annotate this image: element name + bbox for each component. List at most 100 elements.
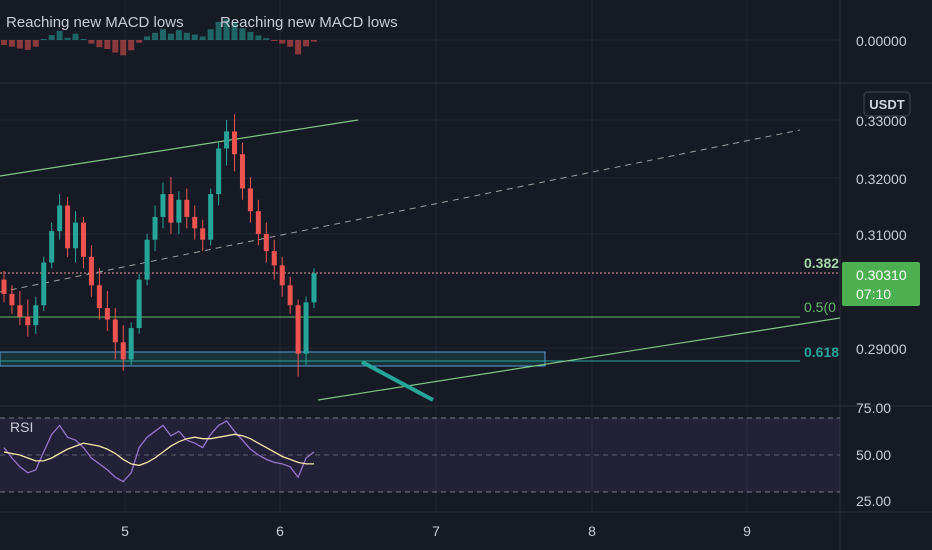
- candle-body: [96, 285, 102, 309]
- macd-bar: [152, 32, 159, 40]
- macd-bar: [207, 29, 214, 40]
- macd-bar: [56, 31, 63, 40]
- vertical-grid: [124, 0, 748, 512]
- macd-bar: [128, 40, 135, 51]
- macd-bar: [32, 40, 39, 47]
- macd-bar: [40, 39, 47, 40]
- macd-bar: [112, 40, 119, 53]
- candle-body: [112, 319, 118, 343]
- macd-bar: [215, 22, 222, 40]
- support-zone-box[interactable]: [0, 351, 546, 367]
- currency-badge[interactable]: [863, 91, 911, 117]
- price-tick-0290: 0.29000: [856, 341, 907, 357]
- candle-body: [208, 194, 214, 240]
- candle-body: [33, 305, 39, 326]
- candle-body: [9, 293, 15, 306]
- macd-bar: [255, 35, 262, 40]
- macd-bar: [136, 40, 143, 43]
- macd-bar: [247, 31, 254, 40]
- macd-bar: [287, 40, 294, 47]
- currency-badge-label: USDT: [869, 97, 904, 112]
- candle-body: [144, 239, 150, 280]
- candle-body: [104, 308, 110, 320]
- candle-body: [80, 222, 86, 257]
- candle-body: [295, 305, 301, 354]
- candles: [1, 114, 317, 377]
- candle-body: [73, 222, 79, 249]
- macd-bar: [24, 40, 31, 50]
- macd-bar: [48, 35, 55, 40]
- candle-body: [311, 273, 317, 303]
- macd-bar: [8, 40, 15, 47]
- time-tick-6: 6: [276, 523, 284, 539]
- macd-bar: [191, 34, 198, 40]
- time-tick-5: 5: [121, 523, 129, 539]
- fib-label-05: 0.5(0: [804, 299, 836, 315]
- rsi-label[interactable]: RSI: [10, 419, 33, 435]
- candle-body: [224, 131, 230, 149]
- macd-bar: [96, 40, 103, 48]
- price-tick-0320: 0.32000: [856, 171, 907, 187]
- macd-bar: [303, 40, 310, 47]
- rsi-tick-50: 50.00: [856, 447, 891, 463]
- bar-countdown: 07:10: [856, 286, 891, 302]
- macd-axis-tick: 0.00000: [856, 33, 907, 49]
- price-tick-0330: 0.33000: [856, 113, 907, 129]
- fib-label-0618: 0.618: [804, 344, 839, 360]
- candle-body: [88, 256, 94, 286]
- candle-body: [239, 154, 245, 189]
- macd-bar: [120, 40, 127, 56]
- candle-body: [49, 231, 55, 263]
- candle-body: [17, 305, 23, 317]
- macd-bar: [80, 39, 87, 40]
- macd-bar: [279, 40, 286, 44]
- macd-bar: [1, 40, 7, 45]
- macd-bar: [72, 33, 79, 40]
- macd-bar: [16, 40, 23, 49]
- candle-body: [247, 188, 253, 212]
- rsi-tick-25: 25.00: [856, 493, 891, 509]
- candle-body: [1, 279, 7, 294]
- candle-body: [232, 131, 238, 155]
- macd-bar: [64, 37, 71, 40]
- indicator-title-right[interactable]: Reaching new MACD lows: [220, 14, 398, 31]
- macd-bar: [311, 40, 317, 42]
- macd-histogram: [1, 19, 317, 56]
- macd-bar: [175, 30, 182, 40]
- macd-bar: [183, 32, 190, 40]
- candle-body: [192, 216, 198, 229]
- candle-body: [287, 285, 293, 306]
- candle-body: [279, 265, 285, 286]
- channel-upper-line[interactable]: [0, 119, 359, 177]
- candle-body: [152, 216, 158, 240]
- candle-body: [303, 302, 309, 354]
- time-tick-9: 9: [743, 523, 751, 539]
- candle-body: [128, 328, 134, 360]
- current-price-badge: [842, 262, 920, 306]
- candle-body: [255, 211, 261, 234]
- candle-body: [136, 279, 142, 329]
- macd-bar: [199, 36, 206, 40]
- price-tick-0310: 0.31000: [856, 227, 907, 243]
- candle-body: [184, 199, 190, 217]
- current-price-value: 0.30310: [856, 267, 907, 283]
- macd-bar: [239, 28, 246, 40]
- macd-bar: [271, 40, 278, 41]
- macd-bar: [223, 19, 230, 40]
- indicator-title-left[interactable]: Reaching new MACD lows: [6, 14, 184, 31]
- macd-bar: [159, 29, 166, 40]
- candle-body: [176, 199, 182, 223]
- candle-body: [160, 194, 166, 217]
- macd-bar: [167, 33, 174, 40]
- projection-arrow-line[interactable]: [361, 360, 434, 402]
- fib-label-0382: 0.382: [804, 255, 839, 271]
- candle-body: [65, 205, 71, 249]
- channel-mid-dashed-line[interactable]: [0, 129, 801, 293]
- time-tick-8: 8: [588, 523, 596, 539]
- candle-body: [120, 342, 126, 360]
- macd-bar: [231, 22, 238, 40]
- macd-bar: [295, 40, 302, 55]
- candle-body: [271, 251, 277, 266]
- macd-bar: [88, 40, 95, 44]
